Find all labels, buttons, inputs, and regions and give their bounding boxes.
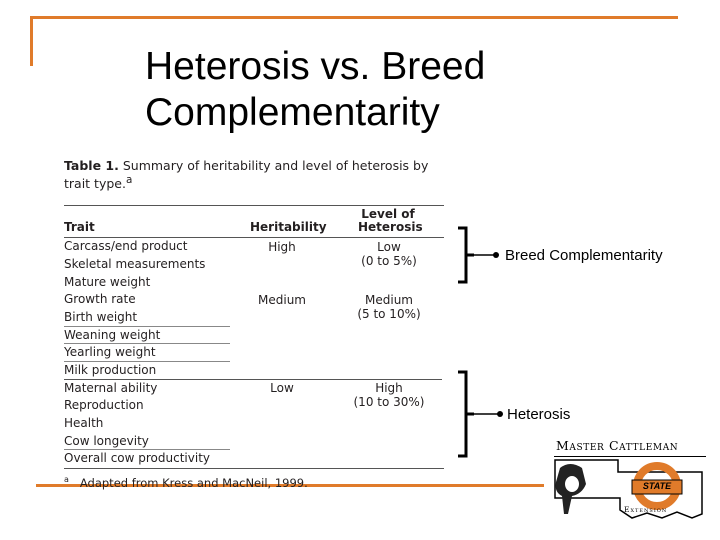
- top-accent-line: [30, 16, 678, 19]
- slide-title: Heterosis vs. Breed Complementarity: [145, 44, 485, 136]
- table-row: Birth weight: [64, 309, 444, 327]
- row-separator: [64, 449, 230, 451]
- header-heterosis-line2: Heterosis: [358, 220, 423, 235]
- footnote-text: Adapted from Kress and MacNeil, 1999.: [79, 475, 308, 490]
- logo-rule: [554, 456, 706, 457]
- table-row: Overall cow productivity: [64, 450, 444, 468]
- table-row: Reproduction: [64, 397, 444, 415]
- table-row: Maternal ability: [64, 380, 444, 398]
- trait-cell: Health: [64, 416, 104, 431]
- table-body: High Low (0 to 5%) Medium Medium (5 to 1…: [64, 238, 444, 468]
- trait-cell: Growth rate: [64, 292, 136, 307]
- lower-arrow-connector: [474, 411, 503, 417]
- trait-cell: Cow longevity: [64, 433, 149, 448]
- group-rule: [64, 378, 442, 380]
- title-line-1: Heterosis vs. Breed: [145, 45, 486, 88]
- table-row: Carcass/end product: [64, 238, 444, 256]
- table-row: Milk production: [64, 362, 444, 380]
- group-3-heritability: Low: [270, 381, 294, 396]
- caption-text: Summary of heritability and level of het…: [64, 158, 429, 192]
- breed-complementarity-label: Breed Complementarity: [505, 247, 663, 264]
- group-3-heterosis-level: High: [375, 381, 403, 396]
- table-row: Weaning weight: [64, 327, 444, 345]
- table-row: Cow longevity: [64, 433, 444, 451]
- table-caption: Table 1. Summary of heritability and lev…: [64, 158, 444, 191]
- row-separator: [64, 360, 230, 362]
- heritability-table: Table 1. Summary of heritability and lev…: [64, 158, 444, 490]
- group-2-heterosis-range: (5 to 10%): [357, 307, 421, 322]
- table-row: Mature weight: [64, 274, 444, 292]
- table-bottom-rule: [64, 468, 444, 470]
- row-separator: [64, 325, 230, 327]
- table-row: Yearling weight: [64, 344, 444, 362]
- group-2-heritability: Medium: [258, 293, 306, 308]
- osu-state-badge-icon: [631, 462, 683, 510]
- logo-extension: Extension: [624, 505, 668, 514]
- table-footnote: a Adapted from Kress and MacNeil, 1999.: [64, 475, 444, 490]
- table-row: Growth rate: [64, 291, 444, 309]
- group-3-heterosis: High (10 to 30%): [344, 381, 434, 409]
- left-accent-line: [30, 16, 33, 66]
- master-cattleman-logo: Master Cattleman STATE Extension: [552, 436, 710, 528]
- caption-label: Table 1.: [64, 158, 119, 173]
- group-1-heritability: High: [268, 240, 296, 255]
- trait-cell: Overall cow productivity: [64, 451, 210, 466]
- group-3-heterosis-range: (10 to 30%): [353, 395, 425, 410]
- caption-sup: a: [125, 174, 133, 186]
- header-heterosis: Level of Heterosis: [358, 207, 423, 235]
- oklahoma-outline-icon: [554, 459, 703, 519]
- group-1-heterosis-range: (0 to 5%): [361, 254, 417, 269]
- upper-brace: [458, 226, 474, 284]
- header-trait: Trait: [64, 220, 95, 235]
- footnote-sup: a: [64, 475, 69, 485]
- trait-cell: Skeletal measurements: [64, 256, 206, 271]
- trait-cell: Mature weight: [64, 274, 151, 289]
- upper-arrow-connector: [474, 252, 499, 258]
- trait-cell: Yearling weight: [64, 345, 156, 360]
- trait-cell: Carcass/end product: [64, 239, 188, 254]
- row-separator: [64, 343, 230, 345]
- group-2-heterosis-level: Medium: [365, 293, 413, 308]
- table-header: Trait Heritability Level of Heterosis: [64, 206, 444, 237]
- group-1-heterosis-level: Low: [377, 240, 401, 255]
- trait-cell: Maternal ability: [64, 380, 158, 395]
- table-header-rule: [64, 237, 444, 239]
- trait-cell: Weaning weight: [64, 327, 161, 342]
- group-2-heterosis: Medium (5 to 10%): [344, 293, 434, 321]
- logo-title: Master Cattleman: [556, 438, 679, 453]
- table-top-rule: [64, 205, 444, 207]
- bottom-accent-line: [36, 484, 544, 487]
- table-row: Skeletal measurements: [64, 256, 444, 274]
- lower-brace: [458, 370, 474, 458]
- trait-cell: Birth weight: [64, 309, 138, 324]
- title-line-2: Complementarity: [145, 91, 440, 134]
- trait-cell: Reproduction: [64, 398, 144, 413]
- header-heritability: Heritability: [250, 220, 327, 235]
- heterosis-label: Heterosis: [507, 406, 571, 423]
- header-heterosis-line1: Level of: [361, 207, 415, 222]
- group-1-heterosis: Low (0 to 5%): [344, 240, 434, 268]
- trait-cell: Milk production: [64, 362, 157, 377]
- table-row: Health: [64, 415, 444, 433]
- logo-badge-text: STATE: [642, 481, 672, 491]
